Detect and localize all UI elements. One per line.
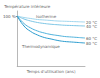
svg-text:20 °C: 20 °C bbox=[86, 19, 98, 25]
svg-text:80 °C: 80 °C bbox=[86, 41, 97, 46]
svg-text:Temps d'utilisation (ans): Temps d'utilisation (ans) bbox=[26, 69, 76, 74]
svg-text:60 °C: 60 °C bbox=[86, 35, 98, 41]
svg-text:Température intérieure: Température intérieure bbox=[3, 4, 51, 9]
svg-text:100 %: 100 % bbox=[3, 14, 16, 19]
svg-text:40 °C: 40 °C bbox=[86, 24, 97, 29]
svg-text:Isotherme: Isotherme bbox=[36, 14, 57, 19]
svg-text:Thermodynamique: Thermodynamique bbox=[21, 44, 60, 49]
